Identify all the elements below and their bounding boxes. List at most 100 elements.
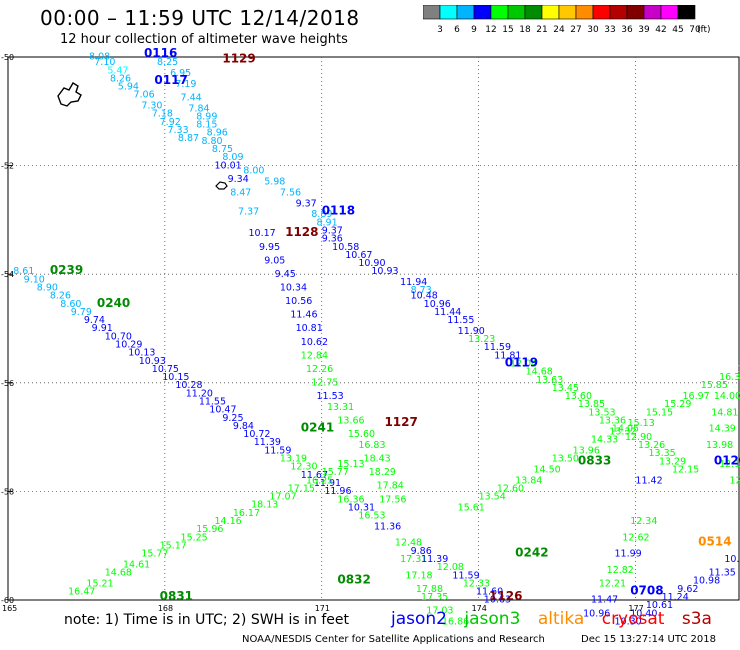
wave-height-value: 9.95 (259, 242, 280, 253)
wave-height-value: 15.13 (628, 418, 655, 429)
wave-height-value: 13.31 (327, 402, 354, 413)
wave-height-value: 15.60 (348, 429, 375, 440)
wave-height-value: 9.62 (677, 584, 698, 595)
wave-height-value: 8.80 (201, 136, 222, 147)
wave-height-value: 10.72 (243, 429, 270, 440)
wave-height-value: 11.44 (434, 307, 461, 318)
wave-height-value: 12.15 (672, 464, 699, 475)
wave-height-value: 10.30 (615, 616, 642, 627)
lat-tick-label: -58 (1, 487, 14, 496)
wave-height-value: 11.39 (254, 437, 281, 448)
wave-height-value: 8.91 (316, 217, 337, 228)
wave-height-value: 11.46 (290, 310, 317, 321)
pass-time-label: 1128 (285, 225, 318, 239)
wave-height-value: 15.77 (141, 549, 168, 560)
wave-height-value: 16.83 (358, 440, 385, 451)
wave-height-value: 15.29 (664, 399, 691, 410)
wave-height-value: 11.39 (421, 554, 448, 565)
pass-time-label: 0239 (50, 263, 83, 277)
track-0120-0708: 14.00 14.81 14.39 13.98 12.11 12.44 10.95 11.35… (615, 391, 740, 627)
wave-height-value: 17.31 (400, 554, 427, 565)
wave-height-value: 12.44 (730, 475, 740, 486)
pass-time-label: 0831 (160, 589, 193, 603)
lon-tick-label: 165 (2, 604, 17, 613)
color-scale-legend: 3 6 9 12 15 18 21 24 27 30 33 36 39 42 45 70(ft) (423, 5, 711, 35)
wave-height-value: 12.34 (630, 516, 657, 527)
pass-time-label: 1126 (489, 589, 522, 603)
wave-height-value: 13.98 (706, 440, 733, 451)
wave-height-value: 12.26 (306, 364, 333, 375)
wave-height-value: 15.17 (160, 540, 187, 551)
track-0116-0117: 8.087.105.47 8.256.95 8.265.94 7.19 7.06 7.44… (89, 52, 343, 237)
wave-height-value: 15.85 (701, 380, 728, 391)
wave-height-value: 10.56 (285, 296, 312, 307)
track-0239-0240-0241: 8.619.108.908.268.609.799.749.9110.7010.… (13, 266, 511, 606)
pass-time-label: 0514 (698, 535, 731, 549)
wave-height-value: 12.90 (625, 432, 652, 443)
wave-height-value: 16.25 (306, 475, 333, 486)
wave-height-value: 9.91 (92, 323, 113, 334)
wave-height-value: 11.91 (314, 478, 341, 489)
wave-height-value: 11.42 (635, 475, 662, 486)
wave-height-value: 17.03 (426, 606, 453, 617)
pass-time-labels: 0116 1129 0117 0118 1128 0239 0240 0119 0241 1127… (50, 46, 740, 603)
wave-height-value: 9.37 (322, 225, 343, 236)
wave-height-value: 15.13 (337, 459, 364, 470)
wave-height-value: 16.06 (737, 364, 740, 375)
lon-tick-label: 177 (628, 604, 643, 613)
pass-time-label: 0116 (144, 46, 177, 60)
wave-height-value: 9.34 (228, 174, 249, 185)
wave-height-value: 7.44 (181, 92, 202, 103)
credit-line: NOAA/NESDIS Center for Satellite Applica… (242, 634, 545, 645)
wave-height-value: 13.66 (337, 416, 364, 427)
wave-height-value: 11.60 (476, 587, 503, 598)
wave-height-value: 15.21 (86, 578, 113, 589)
wave-height-value: 8.89 (311, 209, 332, 220)
wave-height-value: 17.84 (377, 481, 404, 492)
wave-height-value: 14.33 (591, 435, 618, 446)
legend-label: 9 (471, 25, 477, 35)
wave-height-value: 8.08 (89, 52, 110, 63)
track-1128: 10.17 9.95 9.05 9.45 10.34 10.56 11.46 10.81 10.… (249, 228, 470, 627)
wave-height-value: 10.95 (724, 554, 740, 565)
lon-tick-label: 174 (472, 604, 487, 613)
wave-height-value: 17.18 (405, 570, 432, 581)
lat-tick-label: -52 (1, 162, 14, 171)
wave-height-value: 10.96 (424, 299, 451, 310)
pass-time-label: 0118 (322, 203, 355, 217)
pass-time-label: 0240 (97, 296, 130, 310)
wave-height-value: 14.68 (526, 367, 553, 378)
wave-height-value: 10.63 (484, 595, 511, 606)
wave-height-value: 8.60 (60, 299, 81, 310)
wave-height-value: 5.98 (264, 177, 285, 188)
wave-height-value: 9.05 (264, 255, 285, 266)
wave-height-value: 13.63 (536, 375, 563, 386)
auckland-island (57, 82, 82, 107)
wave-height-value: 10.28 (175, 380, 202, 391)
wave-height-value: 12.62 (622, 532, 649, 543)
wave-height-value: 10.48 (411, 291, 438, 302)
legend-label: 33 (604, 25, 615, 35)
wave-height-value: 11.36 (374, 521, 401, 532)
wave-height-value: 12.48 (395, 538, 422, 549)
wave-height-value: 10.70 (105, 331, 132, 342)
track-1127-south: 12.0414.6813.6313.4513.6013.8513.5313.36… (510, 359, 699, 620)
lat-lon-grid (8, 57, 740, 600)
wave-height-value: 12.84 (301, 350, 328, 361)
pass-time-label: 1127 (384, 415, 417, 429)
wave-height-value: 10.29 (115, 340, 142, 351)
legend-label: 18 (519, 25, 531, 35)
wave-height-value: 15.96 (196, 524, 223, 535)
pass-time-label: 0117 (154, 73, 187, 87)
legend-swatch (677, 5, 696, 20)
wave-height-value: 11.99 (615, 549, 642, 560)
track-0831-0832-0833: 16.4715.2114.6814.6115.7715.1715.2515.96… (68, 364, 740, 598)
wave-height-value: 10.34 (280, 282, 307, 293)
wave-height-value: 12.08 (437, 562, 464, 573)
wave-height-value: 17.88 (416, 584, 443, 595)
wave-height-value: 10.15 (162, 372, 189, 383)
wave-height-readings: 8.087.105.478.256.958.265.94 7.197.06 7.44… (13, 52, 740, 628)
wave-height-value: 10.67 (345, 250, 372, 261)
wave-height-value: 11.55 (447, 315, 474, 326)
